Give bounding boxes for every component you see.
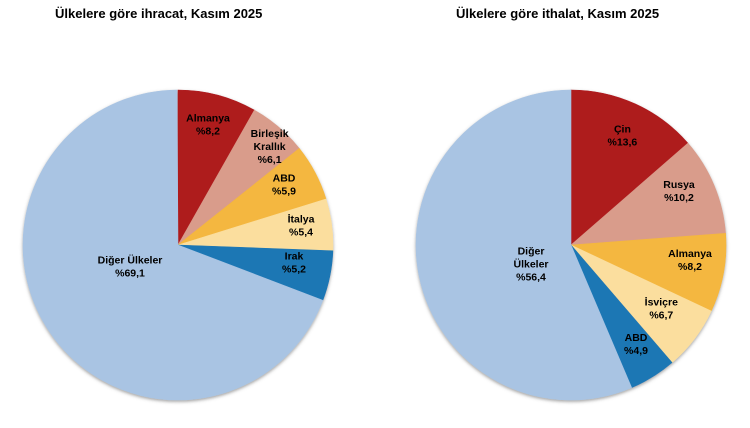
svg-text:Rusya%10,2: Rusya %10,2 (663, 179, 695, 204)
svg-text:ABD%5,9: ABD %5,9 (272, 173, 296, 198)
svg-text:ABD%4,9: ABD %4,9 (624, 332, 648, 357)
svg-text:İsviçre%6,7: İsviçre %6,7 (645, 295, 678, 321)
svg-text:Irak%5,2: Irak %5,2 (282, 251, 306, 276)
